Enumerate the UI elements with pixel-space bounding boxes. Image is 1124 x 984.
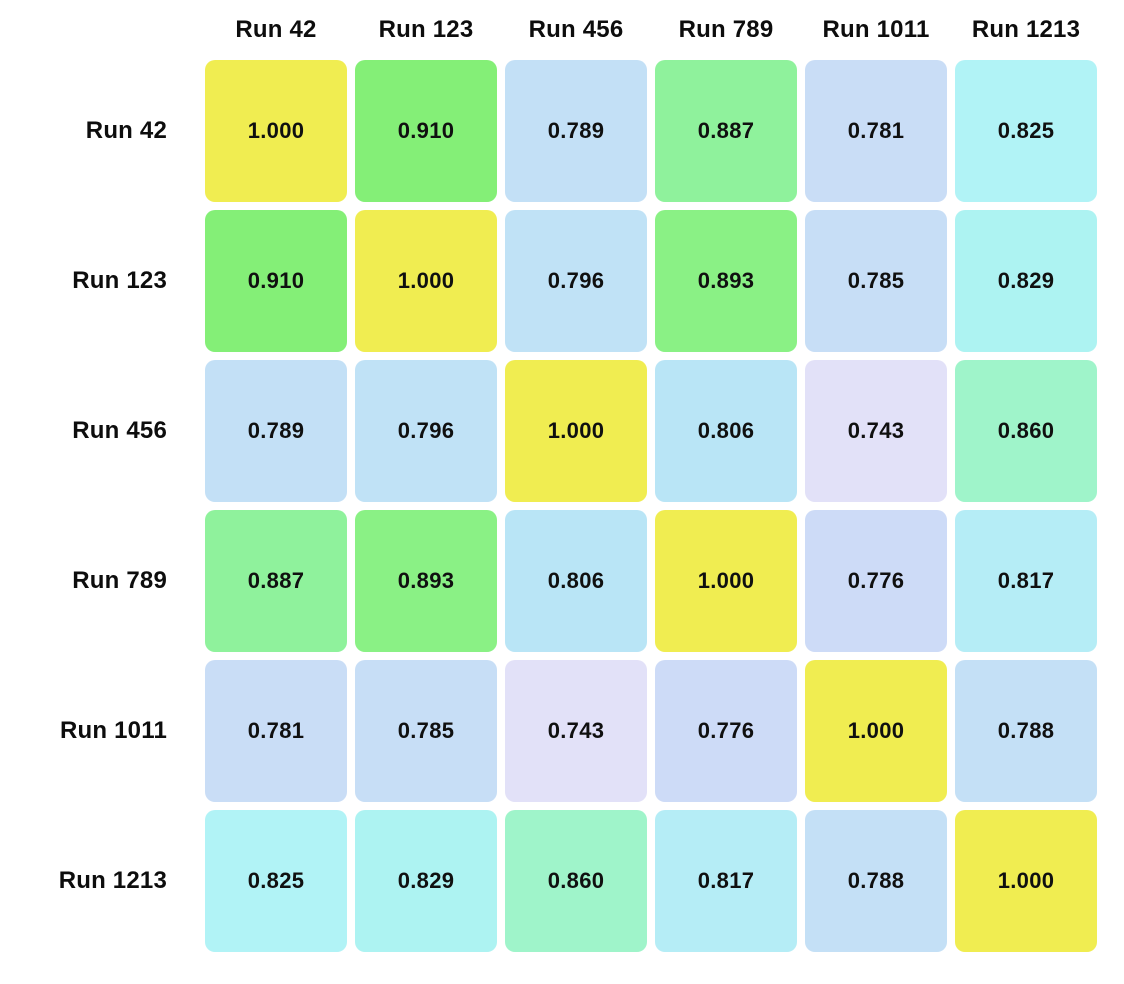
matrix-cell: 0.860 — [505, 810, 647, 952]
column-header: Run 42 — [235, 16, 317, 43]
column-header: Run 1213 — [971, 16, 1081, 43]
matrix-cell: 1.000 — [655, 510, 797, 652]
matrix-cell: 0.860 — [955, 360, 1097, 502]
matrix-cell: 0.817 — [655, 810, 797, 952]
matrix-cell: 0.825 — [955, 60, 1097, 202]
matrix-cell: 0.806 — [505, 510, 647, 652]
matrix-cell: 1.000 — [355, 210, 497, 352]
column-header: Run 123 — [378, 16, 474, 43]
matrix-cell: 0.796 — [355, 360, 497, 502]
row-label: Run 123 — [72, 267, 167, 294]
matrix-cell: 0.785 — [355, 660, 497, 802]
row-label: Run 1011 — [60, 717, 167, 744]
column-header: Run 789 — [678, 16, 774, 43]
matrix-cell: 0.796 — [505, 210, 647, 352]
matrix-cell: 0.893 — [355, 510, 497, 652]
row-label: Run 789 — [72, 567, 167, 594]
matrix-cell: 0.743 — [505, 660, 647, 802]
matrix-cell: 0.829 — [355, 810, 497, 952]
matrix-cell: 0.789 — [205, 360, 347, 502]
matrix-cell: 0.829 — [955, 210, 1097, 352]
matrix-cell: 0.788 — [805, 810, 947, 952]
matrix-cell: 0.776 — [655, 660, 797, 802]
matrix-cell: 0.893 — [655, 210, 797, 352]
matrix-cell: 0.776 — [805, 510, 947, 652]
matrix-cell: 0.887 — [205, 510, 347, 652]
matrix-cell: 1.000 — [505, 360, 647, 502]
matrix-cell: 0.781 — [805, 60, 947, 202]
matrix-cell: 0.743 — [805, 360, 947, 502]
matrix-cell: 0.817 — [955, 510, 1097, 652]
matrix-cell: 0.887 — [655, 60, 797, 202]
matrix-cell: 0.910 — [355, 60, 497, 202]
matrix-cell: 0.785 — [805, 210, 947, 352]
heatmap-grid: Run 42 Run 123 Run 456 Run 789 Run 1011 Run 1… — [0, 8, 1097, 952]
row-label: Run 1213 — [58, 867, 167, 894]
matrix-cell: 0.788 — [955, 660, 1097, 802]
matrix-cell: 0.910 — [205, 210, 347, 352]
matrix-cell: 1.000 — [205, 60, 347, 202]
column-header: Run 1011 — [822, 16, 930, 43]
corner-spacer — [0, 8, 197, 52]
row-label: Run 456 — [72, 417, 167, 444]
matrix-cell: 1.000 — [955, 810, 1097, 952]
matrix-cell: 0.825 — [205, 810, 347, 952]
matrix-cell: 0.806 — [655, 360, 797, 502]
row-label: Run 42 — [85, 117, 167, 144]
column-header: Run 456 — [528, 16, 624, 43]
matrix-cell: 1.000 — [805, 660, 947, 802]
matrix-cell: 0.781 — [205, 660, 347, 802]
matrix-cell: 0.789 — [505, 60, 647, 202]
